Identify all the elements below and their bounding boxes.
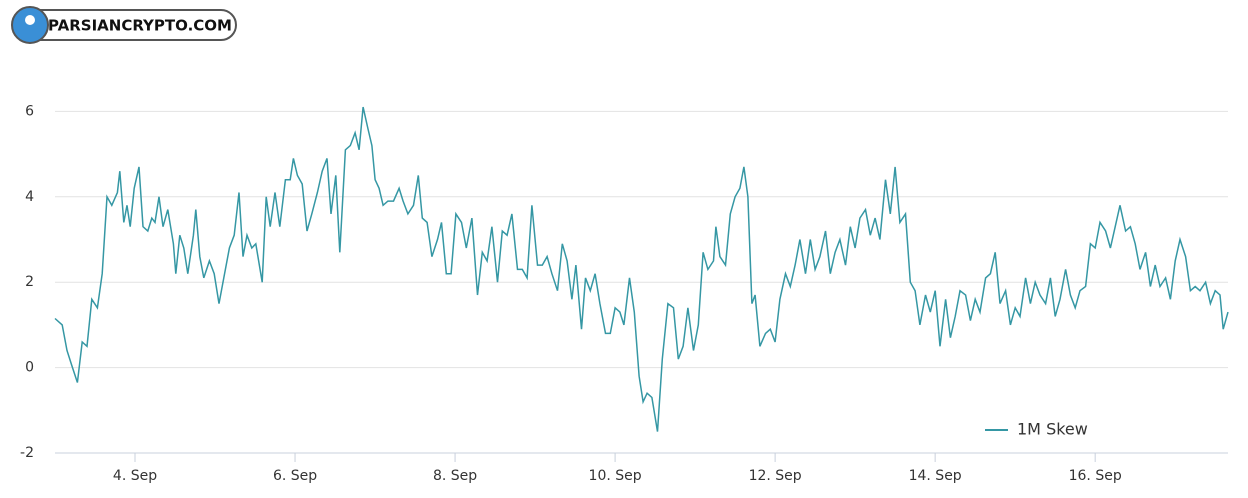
x-tick-label: 6. Sep	[273, 468, 317, 484]
x-tick-label: 12. Sep	[749, 468, 802, 484]
logo: PARSIANCRYPTO.COM	[11, 6, 237, 44]
watermark: PARSIANCRYPTO.COM	[48, 17, 232, 35]
logo-icon-dot	[25, 15, 35, 25]
x-tick-label: 4. Sep	[113, 468, 157, 484]
y-tick-label: 6	[25, 103, 34, 119]
x-tick-label: 16. Sep	[1069, 468, 1122, 484]
y-tick-label: 0	[25, 360, 34, 376]
line-series	[54, 106, 1229, 432]
x-tick-label: 14. Sep	[909, 468, 962, 484]
x-tick-label: 10. Sep	[589, 468, 642, 484]
y-tick-label: 4	[25, 189, 34, 205]
x-tick-label: 8. Sep	[433, 468, 477, 484]
legend-label: 1M Skew	[1017, 420, 1088, 439]
y-tick-label: 2	[25, 274, 34, 290]
y-tick-label: -2	[20, 445, 34, 461]
